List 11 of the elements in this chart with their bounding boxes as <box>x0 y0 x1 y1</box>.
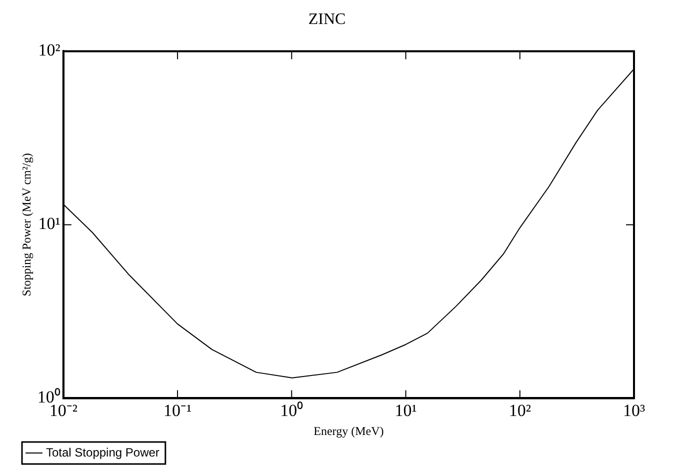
y-tick-label: 10¹ <box>38 214 60 234</box>
x-tick-label: 10⁰ <box>280 400 304 420</box>
x-tick-label: 10⁻¹ <box>163 400 192 420</box>
y-tick-label: 10² <box>38 40 60 60</box>
x-tick-label: 10³ <box>622 400 646 420</box>
chart-title: ZINC <box>308 10 346 28</box>
x-tick-label: 10¹ <box>394 400 417 420</box>
x-axis-title: Energy (MeV) <box>314 424 384 438</box>
legend-label: Total Stopping Power <box>46 445 160 460</box>
y-axis-title: Stopping Power (MeV cm²/g) <box>19 153 34 296</box>
x-tick-label: 10² <box>508 400 531 420</box>
